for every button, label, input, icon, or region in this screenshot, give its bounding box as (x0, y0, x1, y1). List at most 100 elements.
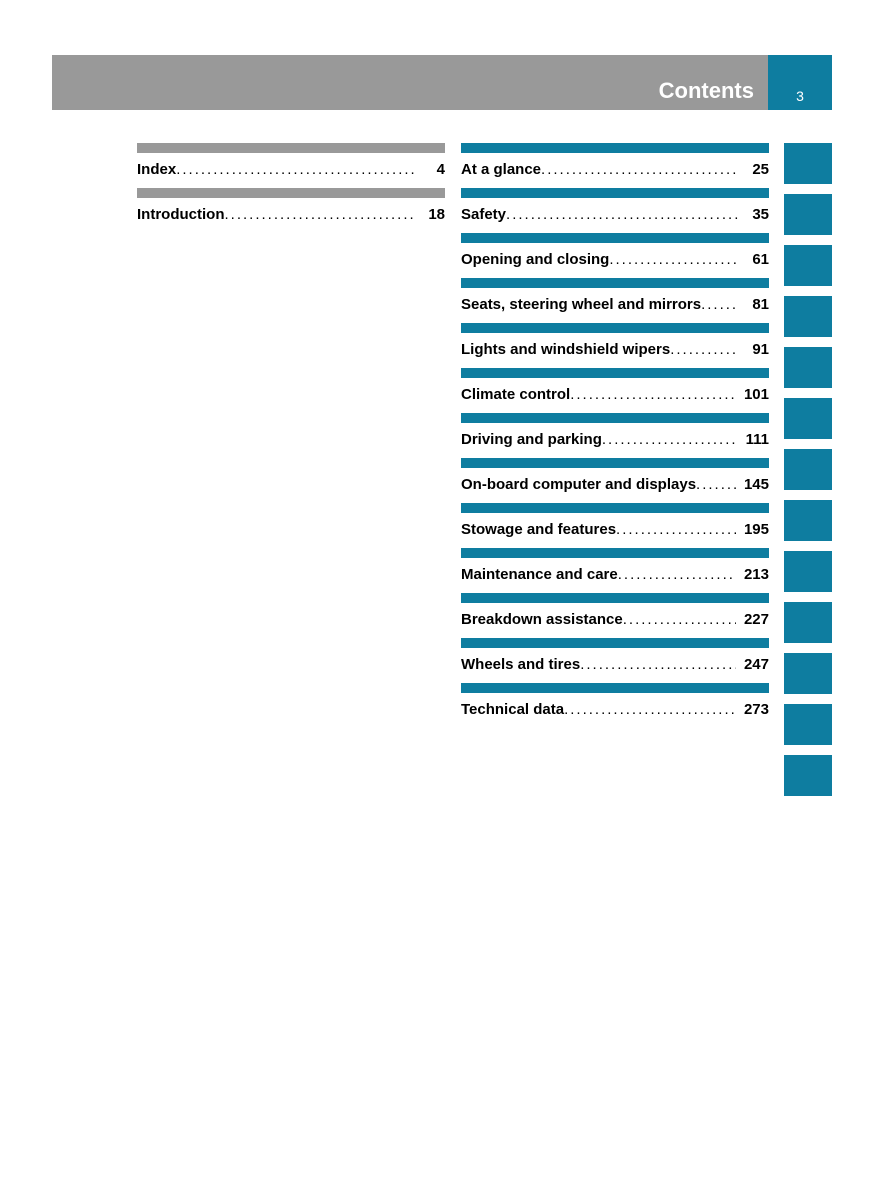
entry-label: At a glance (461, 161, 541, 178)
entry-label: Maintenance and care (461, 566, 618, 583)
entry-divider-blue (461, 548, 769, 558)
header-page-tab: 3 (768, 55, 832, 110)
entry-label: Opening and closing (461, 251, 609, 268)
toc-entry: Breakdown assistance 227 (461, 593, 769, 628)
entry-label: Lights and windshield wipers (461, 341, 670, 358)
entry-label: Driving and parking (461, 431, 602, 448)
toc-entry: Safety 35 (461, 188, 769, 223)
side-tab (784, 398, 832, 439)
entry-page: 81 (739, 296, 769, 313)
toc-entry: Stowage and features 195 (461, 503, 769, 538)
entry-label: Technical data (461, 701, 564, 718)
toc-entry: Lights and windshield wipers 91 (461, 323, 769, 358)
entry-leader-dots (570, 386, 736, 403)
entry-leader-dots (616, 521, 736, 538)
entry-page: 18 (415, 206, 445, 223)
entry-divider-blue (461, 458, 769, 468)
side-tab (784, 296, 832, 337)
side-tab (784, 704, 832, 745)
side-tab (784, 449, 832, 490)
entry-page: 25 (739, 161, 769, 178)
entry-line: Technical data 273 (461, 693, 769, 718)
entry-page: 101 (736, 386, 769, 403)
entry-line: Driving and parking 111 (461, 423, 769, 448)
entry-leader-dots (580, 656, 736, 673)
entry-divider-blue (461, 323, 769, 333)
entry-line: Seats, steering wheel and mirrors 81 (461, 288, 769, 313)
entry-line: Safety 35 (461, 198, 769, 223)
entry-label: Wheels and tires (461, 656, 580, 673)
entry-line: Stowage and features 195 (461, 513, 769, 538)
entry-leader-dots (564, 701, 736, 718)
entry-line: Climate control 101 (461, 378, 769, 403)
entry-leader-dots (696, 476, 736, 493)
toc-entry: At a glance 25 (461, 143, 769, 178)
toc-entry: Maintenance and care 213 (461, 548, 769, 583)
entry-line: Lights and windshield wipers 91 (461, 333, 769, 358)
side-tab (784, 653, 832, 694)
entry-line: Wheels and tires 247 (461, 648, 769, 673)
entry-divider-blue (461, 233, 769, 243)
entry-leader-dots (623, 611, 736, 628)
entry-leader-dots (670, 341, 739, 358)
entry-line: Opening and closing 61 (461, 243, 769, 268)
entry-divider-blue (461, 593, 769, 603)
header-title: Contents (659, 78, 754, 104)
entry-divider-blue (461, 188, 769, 198)
side-tab (784, 551, 832, 592)
entry-page: 213 (736, 566, 769, 583)
toc-entry: Introduction 18 (137, 188, 445, 223)
side-tab (784, 194, 832, 235)
entry-page: 4 (415, 161, 445, 178)
entry-leader-dots (618, 566, 736, 583)
entry-label: Safety (461, 206, 506, 223)
entry-line: Index 4 (137, 153, 445, 178)
toc-entry: Driving and parking 111 (461, 413, 769, 448)
entry-leader-dots (701, 296, 739, 313)
entry-label: Index (137, 161, 176, 178)
entry-label: Introduction (137, 206, 224, 223)
entry-leader-dots (541, 161, 739, 178)
side-tab (784, 143, 832, 184)
toc-entry: Opening and closing 61 (461, 233, 769, 268)
toc-entry: Wheels and tires 247 (461, 638, 769, 673)
side-tab (784, 347, 832, 388)
entry-divider-grey (137, 143, 445, 153)
entry-leader-dots (609, 251, 739, 268)
entry-divider-blue (461, 143, 769, 153)
header-bar: Contents (52, 55, 768, 110)
header-page-number: 3 (796, 88, 804, 104)
entry-page: 273 (736, 701, 769, 718)
entry-page: 61 (739, 251, 769, 268)
side-tabs-column (784, 143, 832, 796)
entry-page: 195 (736, 521, 769, 538)
entry-page: 35 (739, 206, 769, 223)
entry-line: At a glance 25 (461, 153, 769, 178)
entry-leader-dots (506, 206, 739, 223)
entry-page: 145 (736, 476, 769, 493)
side-tab (784, 755, 832, 796)
side-tab (784, 245, 832, 286)
toc-entry: Climate control 101 (461, 368, 769, 403)
side-tab (784, 602, 832, 643)
entry-label: On-board computer and displays (461, 476, 696, 493)
entry-divider-blue (461, 638, 769, 648)
entry-divider-blue (461, 278, 769, 288)
entry-label: Climate control (461, 386, 570, 403)
entry-page: 91 (739, 341, 769, 358)
toc-entry: Seats, steering wheel and mirrors 81 (461, 278, 769, 313)
entry-line: Breakdown assistance 227 (461, 603, 769, 628)
page-root: Contents 3 Index 4 Introduction 18 At (0, 0, 884, 1200)
entry-leader-dots (224, 206, 415, 223)
toc-entry: Index 4 (137, 143, 445, 178)
entry-line: Maintenance and care 213 (461, 558, 769, 583)
left-toc-column: Index 4 Introduction 18 (137, 143, 445, 233)
side-tab (784, 500, 832, 541)
entry-divider-grey (137, 188, 445, 198)
entry-page: 111 (738, 431, 769, 448)
entry-divider-blue (461, 683, 769, 693)
right-toc-column: At a glance 25 Safety 35 Opening and clo… (461, 143, 769, 728)
entry-page: 227 (736, 611, 769, 628)
entry-page: 247 (736, 656, 769, 673)
toc-entry: Technical data 273 (461, 683, 769, 718)
